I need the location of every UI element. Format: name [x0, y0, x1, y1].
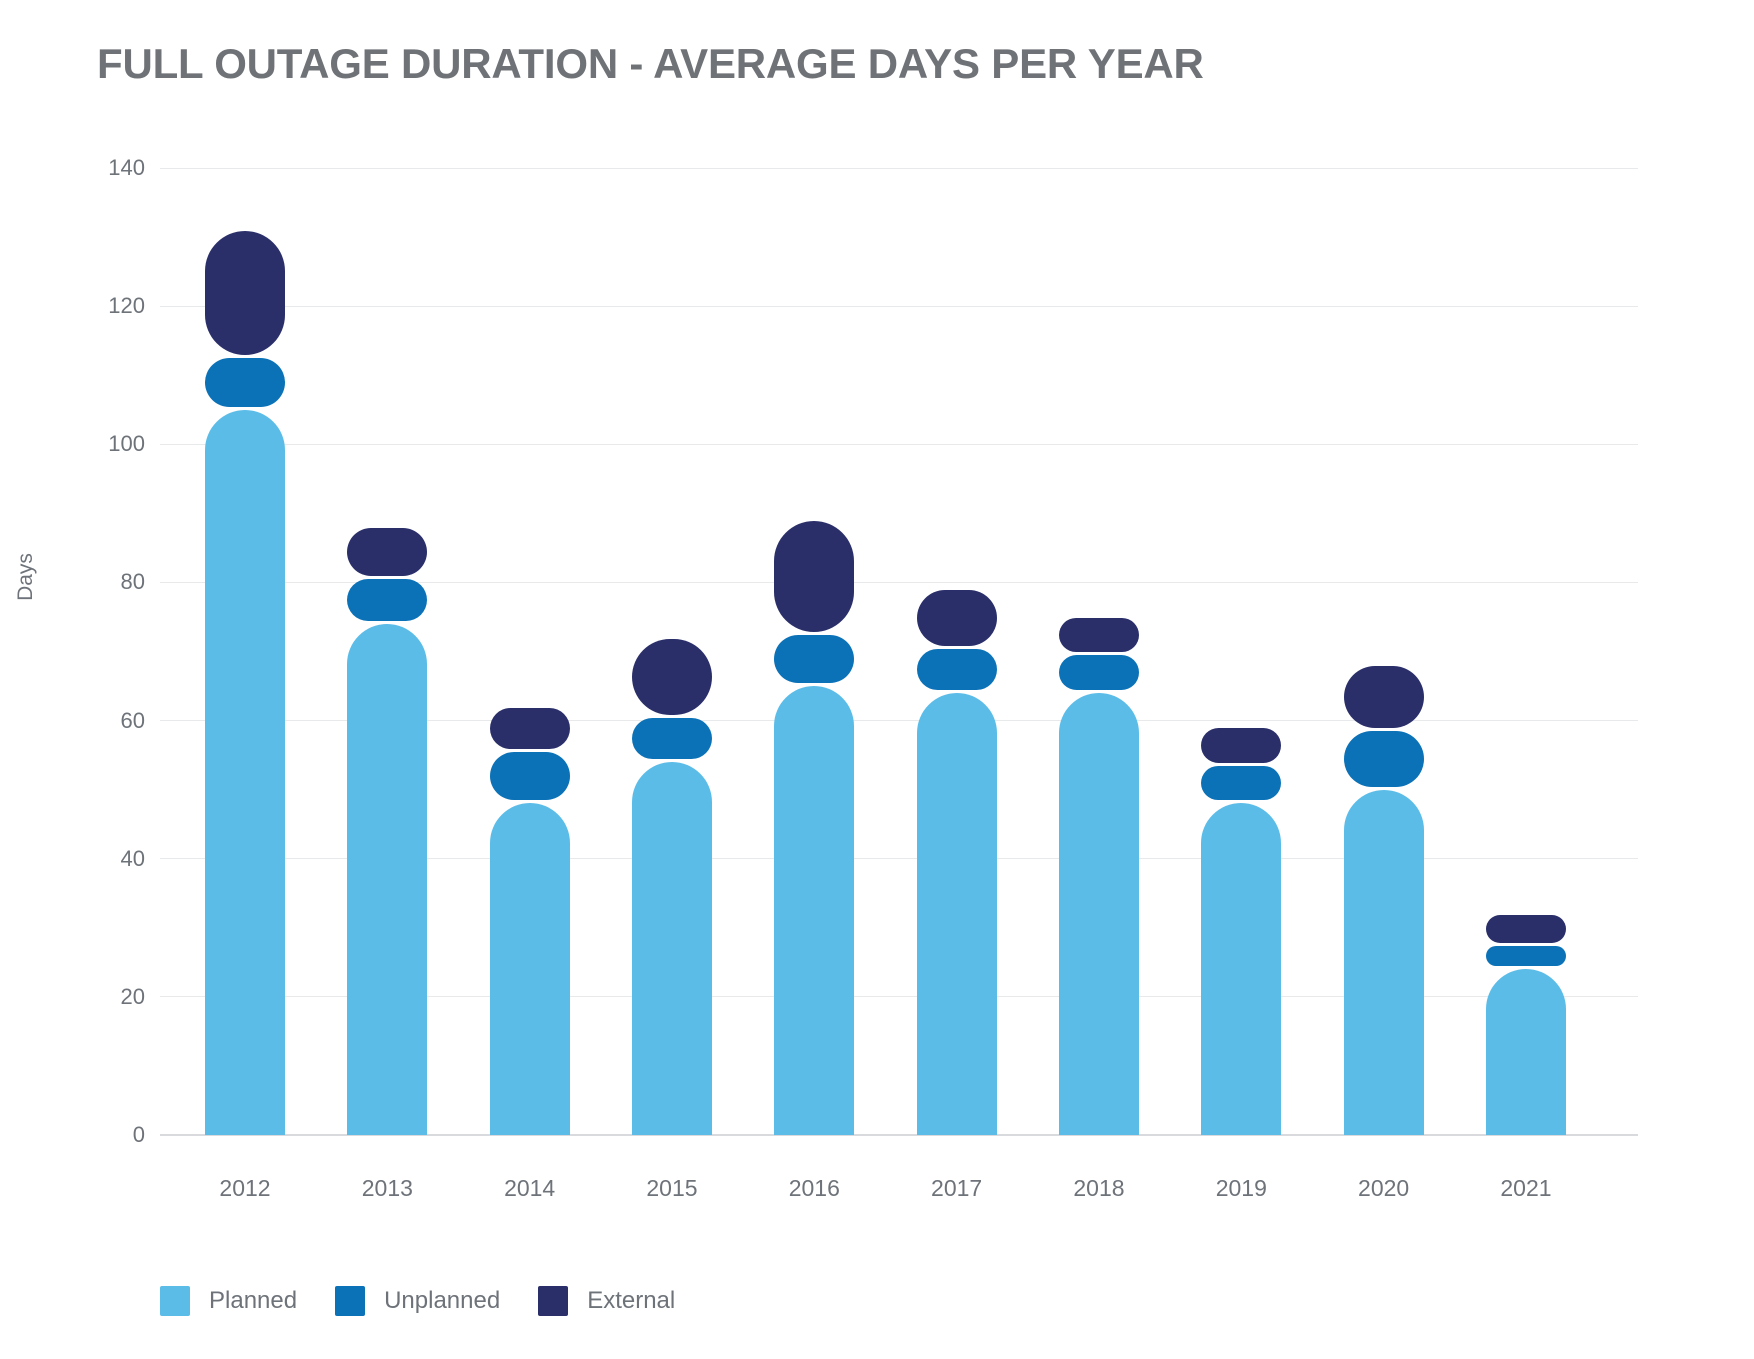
gridline — [160, 996, 1638, 998]
bar-segment-external — [631, 638, 712, 715]
legend-label-planned: Planned — [209, 1287, 298, 1314]
x-axis-label: 2016 — [788, 1175, 840, 1201]
bar-segment-external — [347, 528, 428, 577]
y-tick-label: 100 — [108, 431, 145, 457]
legend-swatch-external — [538, 1286, 569, 1316]
legend-item-planned: Planned — [160, 1286, 297, 1316]
bar-segment-unplanned — [489, 752, 570, 801]
y-tick-label: 40 — [120, 845, 145, 871]
bar-segment-planned — [916, 692, 997, 1135]
chart-title: FULL OUTAGE DURATION - AVERAGE DAYS PER … — [97, 40, 1204, 87]
bar-2017 — [916, 590, 997, 1135]
legend-swatch-unplanned — [335, 1286, 366, 1316]
legend-label-external: External — [587, 1287, 676, 1314]
bar-2013 — [347, 528, 428, 1135]
gridline — [160, 858, 1638, 860]
legend-item-unplanned: Unplanned — [335, 1286, 500, 1316]
x-axis-label: 2021 — [1500, 1175, 1552, 1201]
bar-segment-unplanned — [1058, 655, 1139, 690]
bar-segment-unplanned — [1343, 731, 1424, 787]
x-axis-label: 2018 — [1073, 1175, 1125, 1201]
x-axis-label: 2020 — [1358, 1175, 1410, 1201]
bar-segment-planned — [347, 623, 428, 1135]
gridline — [160, 720, 1638, 722]
x-axis-line — [160, 1134, 1638, 1136]
bar-segment-planned — [1201, 803, 1282, 1135]
bar-segment-external — [489, 707, 570, 750]
bar-segment-external — [916, 590, 997, 646]
x-axis-label: 2012 — [219, 1175, 271, 1201]
gridline — [160, 305, 1638, 307]
gridline — [160, 581, 1638, 583]
x-axis-label: 2013 — [361, 1175, 413, 1201]
bar-segment-planned — [774, 686, 855, 1135]
bar-segment-planned — [205, 409, 285, 1135]
bar-segment-external — [1343, 666, 1424, 729]
x-axis-label: 2014 — [504, 1175, 556, 1201]
gridline — [160, 167, 1638, 169]
legend: Planned Unplanned External — [160, 1284, 675, 1318]
legend-label-unplanned: Unplanned — [384, 1287, 501, 1314]
y-tick-label: 60 — [120, 707, 145, 733]
bar-segment-unplanned — [205, 358, 285, 407]
bar-segment-unplanned — [1201, 765, 1282, 801]
bar-segment-planned — [1343, 789, 1424, 1135]
bar-segment-unplanned — [774, 634, 855, 684]
bar-segment-external — [205, 231, 285, 356]
x-axis-label: 2015 — [646, 1175, 698, 1201]
y-tick-label: 0 — [132, 1122, 145, 1147]
bar-segment-unplanned — [347, 579, 428, 621]
y-tick-label: 140 — [108, 155, 145, 180]
legend-swatch-planned — [160, 1286, 190, 1316]
bar-2018 — [1058, 617, 1139, 1135]
y-tick-label: 80 — [120, 569, 145, 595]
x-axis-label: 2017 — [931, 1175, 983, 1201]
bar-segment-planned — [1485, 969, 1566, 1135]
y-tick-label: 120 — [108, 293, 145, 319]
x-axis-label: 2019 — [1215, 1175, 1267, 1201]
bar-segment-external — [1201, 728, 1282, 763]
bar-2012 — [205, 231, 285, 1135]
bar-segment-planned — [1058, 692, 1139, 1135]
bar-2021 — [1485, 914, 1566, 1135]
bar-segment-unplanned — [916, 648, 997, 690]
bar-segment-external — [774, 521, 855, 632]
bar-segment-planned — [489, 803, 570, 1135]
legend-item-external: External — [538, 1286, 675, 1316]
bar-2015 — [631, 638, 712, 1135]
bar-2016 — [774, 521, 855, 1135]
bar-segment-unplanned — [1485, 945, 1566, 967]
bar-2020 — [1343, 666, 1424, 1135]
bar-2019 — [1201, 728, 1282, 1135]
bar-segment-unplanned — [631, 717, 712, 760]
gridline — [160, 443, 1638, 445]
bar-segment-external — [1485, 914, 1566, 943]
bar-segment-external — [1058, 617, 1139, 653]
bar-segment-planned — [631, 762, 712, 1135]
y-tick-label: 20 — [120, 983, 145, 1009]
bar-2014 — [489, 707, 570, 1135]
